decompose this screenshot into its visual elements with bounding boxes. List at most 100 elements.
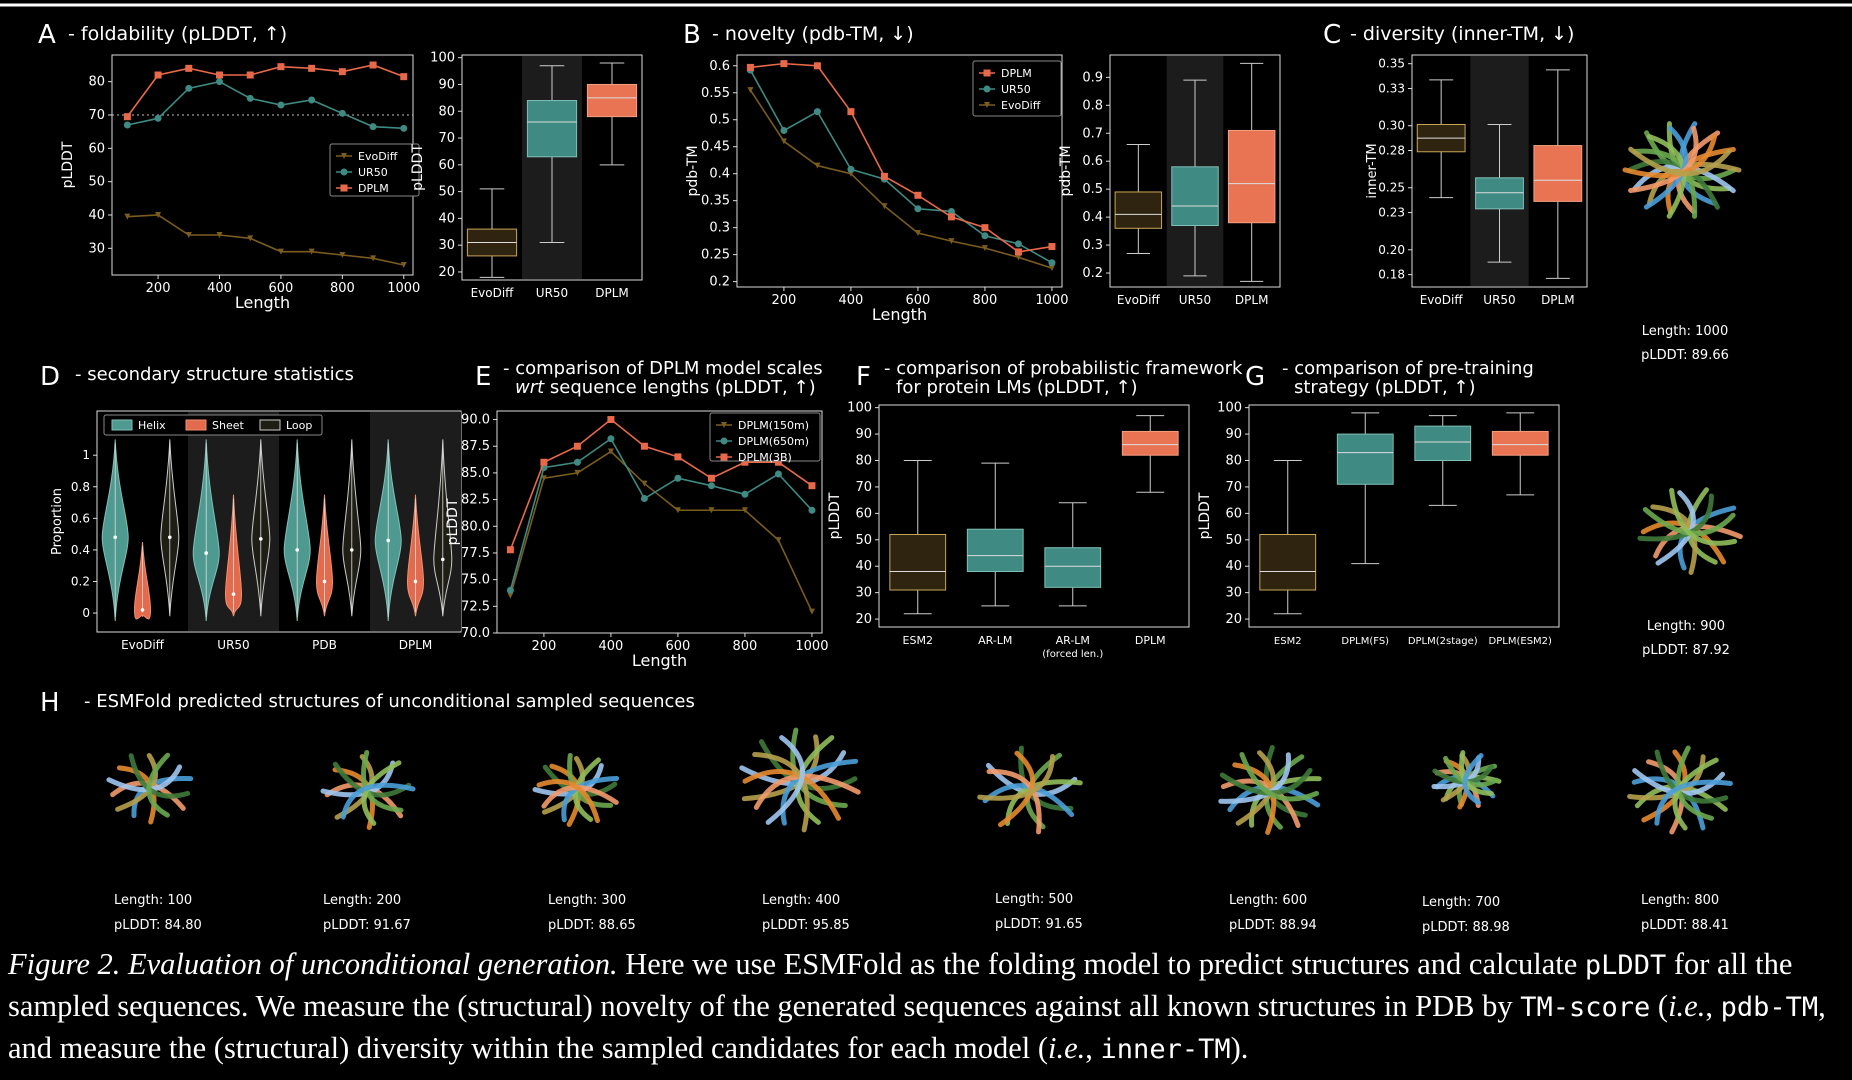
y-tick-label: 0.7 (1082, 126, 1103, 141)
svg-text:- comparison of probabilistic: - comparison of probabilistic framework (884, 358, 1243, 379)
data-point (847, 165, 855, 173)
data-point (1048, 243, 1056, 251)
data-point (948, 238, 955, 245)
ribbon-strand (1235, 750, 1276, 826)
structure-labels: Length: 100 pLDDT: 84.80 Length: 200 pLDDT… (114, 892, 1729, 935)
svg-text:pLDDT: 91.65: pLDDT: 91.65 (995, 917, 1083, 932)
ribbon-strand (146, 752, 171, 818)
data-point (847, 108, 855, 116)
svg-text:Length: 100: Length: 100 (114, 893, 192, 908)
y-axis-label: pLDDT (60, 141, 76, 188)
y-tick-label: 0.6 (1082, 154, 1103, 169)
box-dplm(esm2) (1491, 430, 1549, 456)
legend-label: DPLM(150m) (738, 419, 809, 432)
svg-text:C: C (1323, 20, 1341, 50)
x-tick-label: 200 (531, 639, 556, 654)
y-tick-label: 20 (855, 612, 872, 627)
box-dplm(2stage) (1414, 425, 1472, 461)
ribbon-strand (536, 779, 601, 824)
series-line-evodiff (749, 89, 1053, 269)
panel-d-title: D - secondary structure statistics (40, 362, 354, 392)
y-tick-label: 87.5 (461, 439, 490, 454)
data-point (774, 458, 782, 466)
y-tick-label: 40 (855, 559, 872, 574)
chart-a-line-plddt: 30 40 50 60 70 80 pLDDT 200 400 600 800 1000 Length E… (60, 54, 420, 312)
panel-h-title: H - ESMFold predicted structures of unco… (40, 688, 695, 718)
data-point (308, 96, 316, 104)
x-tick-label: DPLM (1135, 634, 1166, 647)
data-point (155, 212, 162, 218)
y-tick-label: 80 (855, 454, 872, 469)
data-point (338, 68, 346, 76)
data-point (216, 71, 223, 79)
x-tick-label: 400 (207, 281, 232, 296)
box-ur50 (526, 100, 578, 158)
box-esm2 (1259, 534, 1317, 591)
ribbon-strand (1628, 146, 1732, 177)
y-tick-label: 100 (1217, 401, 1242, 416)
data-point (880, 172, 888, 180)
data-point (540, 458, 548, 466)
y-tick-label: 0.35 (701, 194, 730, 209)
box-dplm (586, 83, 638, 118)
y-tick-label: 0.4 (709, 167, 730, 182)
data-point (813, 62, 821, 70)
x-tick-label: 200 (146, 281, 171, 296)
y-tick-label: 77.5 (461, 546, 490, 561)
y-tick-label: 0.2 (71, 574, 90, 588)
data-point (1014, 240, 1022, 248)
x-tick-label: DPLM (1541, 293, 1575, 307)
y-tick-label: 0.20 (1378, 243, 1405, 257)
panel-a-title: A - foldability (pLDDT, ↑) (38, 20, 287, 50)
x-tick-label: 1000 (387, 281, 420, 296)
box-ur50 (1171, 166, 1219, 227)
y-axis-label: Proportion (50, 488, 65, 555)
ribbon-strand (1672, 757, 1719, 831)
svg-text:Length: 900: Length: 900 (1647, 619, 1725, 634)
data-point (400, 262, 407, 268)
violin-median (259, 537, 263, 541)
x-tick-label: 1000 (795, 639, 828, 654)
y-tick-label: 0.4 (1082, 210, 1103, 225)
y-tick-label: 80 (1225, 454, 1242, 469)
x-tick-label: UR50 (1483, 293, 1515, 307)
data-point (246, 94, 254, 102)
x-tick-label: 600 (906, 293, 931, 308)
x-tick-label: DPLM (399, 638, 433, 652)
legend-swatch (111, 419, 133, 431)
svg-text:F: F (856, 362, 871, 392)
violin-median (140, 608, 145, 612)
legend-label: Sheet (212, 419, 244, 432)
data-point (185, 232, 192, 238)
data-point (914, 230, 921, 237)
data-point (981, 232, 989, 240)
data-point (1048, 259, 1056, 267)
x-tick-label: EvoDiff (121, 638, 165, 652)
y-axis-label: pLDDT (445, 498, 461, 545)
svg-text:pLDDT: 91.67: pLDDT: 91.67 (323, 918, 411, 933)
data-point (308, 64, 316, 72)
x-tick-label: DPLM (595, 286, 629, 300)
svg-text:Length: 300: Length: 300 (548, 893, 626, 908)
violin-median (113, 535, 117, 540)
panel-c-title: C - diversity (inner-TM, ↓) (1323, 20, 1574, 50)
ribbon-strand (573, 757, 601, 822)
svg-text:wrt sequence lengths (pLDDT, ↑: wrt sequence lengths (pLDDT, ↑) (515, 377, 816, 398)
data-point (747, 87, 754, 94)
data-point (124, 213, 131, 220)
y-tick-label: 0.4 (71, 543, 90, 557)
data-point (277, 248, 284, 255)
ribbon-strand (115, 753, 158, 812)
y-axis-label: pLDDT (1197, 492, 1213, 539)
y-tick-label: 0.6 (709, 59, 730, 74)
y-tick-label: 50 (88, 175, 105, 190)
series-line-dplm(650m) (509, 437, 813, 591)
x-tick-label: 600 (269, 281, 294, 296)
chart-c-box-innertm: EvoDiff UR50 DPLM 0.18 0.20 0.23 0.25 0.28 0.30 0… (1365, 54, 1588, 307)
chart-d-violin: EvoDiff UR50 PDB DPLM 0 0.2 0.4 0.6 0.8 1 Proporti… (50, 410, 462, 652)
svg-text:Length: 600: Length: 600 (1229, 893, 1307, 908)
legend-marker (721, 422, 727, 428)
ribbon-strand (986, 769, 1042, 835)
legend-marker (340, 168, 348, 176)
